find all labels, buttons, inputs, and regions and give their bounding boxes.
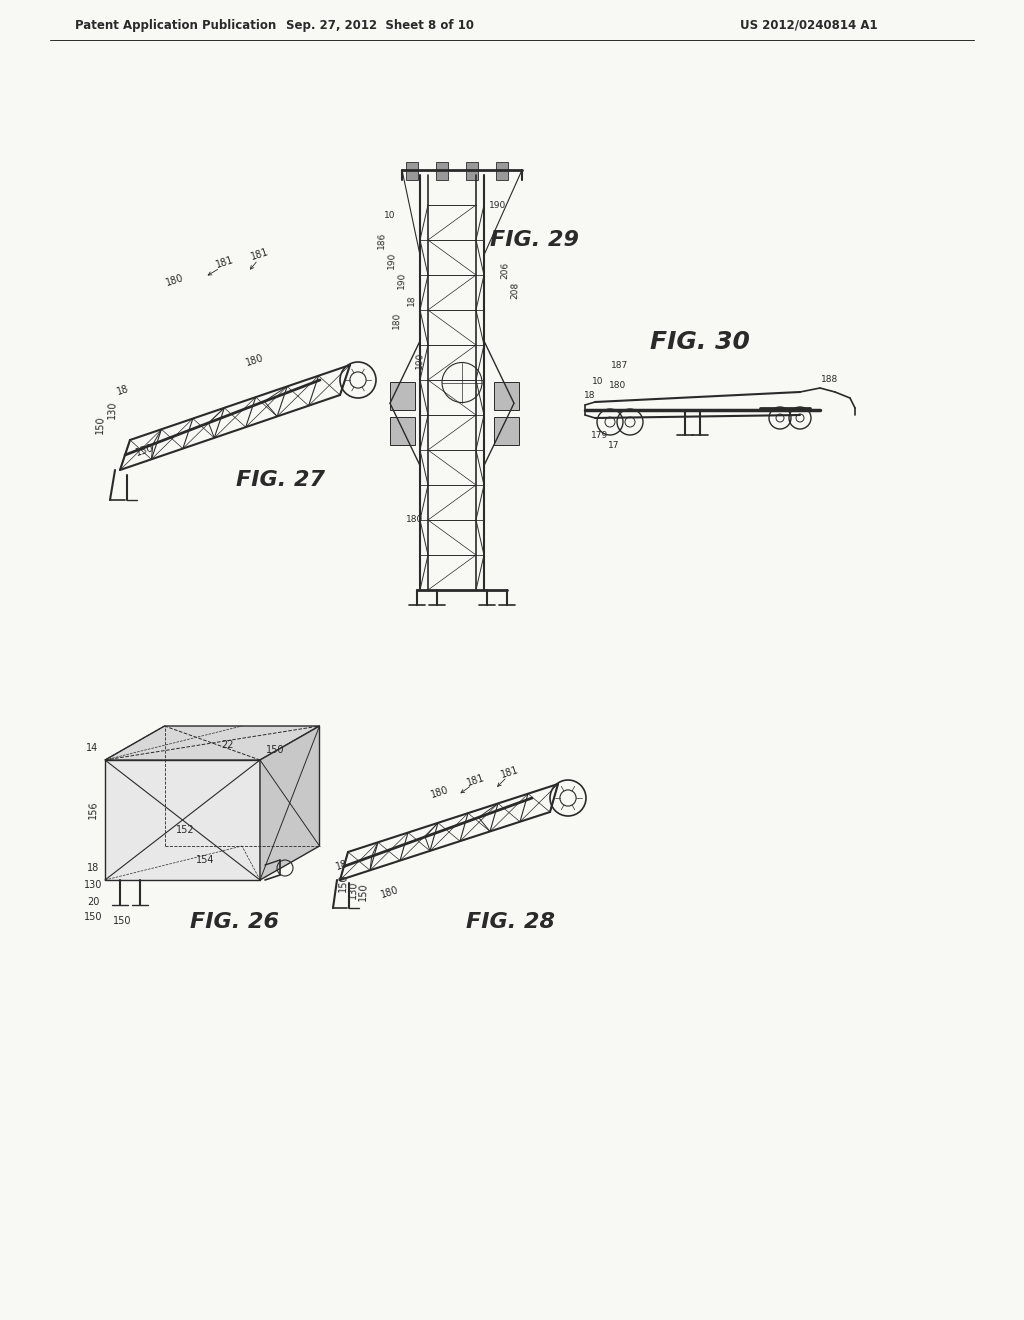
- Text: Sep. 27, 2012  Sheet 8 of 10: Sep. 27, 2012 Sheet 8 of 10: [286, 18, 474, 32]
- Text: FIG. 28: FIG. 28: [466, 912, 555, 932]
- Polygon shape: [260, 726, 319, 880]
- Text: 150: 150: [135, 442, 156, 458]
- Text: 150: 150: [84, 912, 102, 921]
- Text: 190: 190: [489, 201, 507, 210]
- Text: 130: 130: [106, 401, 118, 420]
- Bar: [494, 381, 519, 409]
- Text: 18: 18: [585, 391, 596, 400]
- Text: 18: 18: [87, 863, 99, 873]
- Text: 180: 180: [609, 380, 627, 389]
- Bar: [496, 162, 508, 180]
- Text: 22: 22: [222, 741, 234, 750]
- Text: 150: 150: [357, 883, 369, 902]
- Text: Patent Application Publication: Patent Application Publication: [75, 18, 276, 32]
- Text: 180: 180: [392, 312, 401, 329]
- Text: 181: 181: [500, 764, 520, 780]
- Text: 181: 181: [250, 247, 270, 261]
- Polygon shape: [105, 760, 260, 880]
- Text: 156: 156: [88, 801, 98, 820]
- Text: 180: 180: [380, 884, 400, 900]
- Text: 181: 181: [215, 255, 236, 269]
- Text: US 2012/0240814 A1: US 2012/0240814 A1: [740, 18, 878, 32]
- Text: 152: 152: [176, 825, 195, 836]
- Bar: [390, 381, 415, 409]
- Text: 20: 20: [87, 898, 99, 907]
- Text: 190: 190: [397, 271, 407, 289]
- Text: 18: 18: [335, 858, 349, 871]
- Text: FIG. 29: FIG. 29: [490, 230, 580, 249]
- Text: FIG. 27: FIG. 27: [236, 470, 325, 490]
- Text: 150: 150: [94, 416, 105, 434]
- Bar: [494, 417, 519, 445]
- Text: 10: 10: [592, 378, 604, 387]
- Polygon shape: [105, 726, 319, 760]
- Text: 188: 188: [821, 375, 839, 384]
- Text: 180: 180: [245, 352, 265, 367]
- Text: 130: 130: [84, 880, 102, 890]
- Text: 186: 186: [377, 231, 387, 248]
- Text: 150: 150: [266, 744, 285, 755]
- Text: 130: 130: [348, 880, 358, 899]
- Text: 17: 17: [608, 441, 620, 450]
- Text: 190: 190: [415, 351, 425, 368]
- Text: 180: 180: [430, 784, 451, 800]
- Text: FIG. 26: FIG. 26: [190, 912, 280, 932]
- Bar: [406, 162, 418, 180]
- Text: 208: 208: [510, 281, 520, 298]
- Text: FIG. 30: FIG. 30: [650, 330, 750, 354]
- Text: 179: 179: [592, 430, 608, 440]
- Text: 18: 18: [116, 383, 130, 396]
- Text: 187: 187: [611, 360, 629, 370]
- Text: 154: 154: [196, 855, 214, 865]
- Bar: [390, 417, 415, 445]
- Text: 10: 10: [384, 210, 395, 219]
- Text: 190: 190: [387, 251, 396, 269]
- Bar: [466, 162, 478, 180]
- Text: 206: 206: [500, 261, 510, 279]
- Text: 150: 150: [338, 874, 348, 892]
- Text: 14: 14: [86, 743, 98, 752]
- Text: 18: 18: [408, 294, 417, 306]
- Text: 180: 180: [165, 272, 185, 288]
- Text: 150: 150: [113, 916, 131, 927]
- Bar: [436, 162, 449, 180]
- Text: 180: 180: [407, 516, 424, 524]
- Text: 181: 181: [466, 772, 486, 788]
